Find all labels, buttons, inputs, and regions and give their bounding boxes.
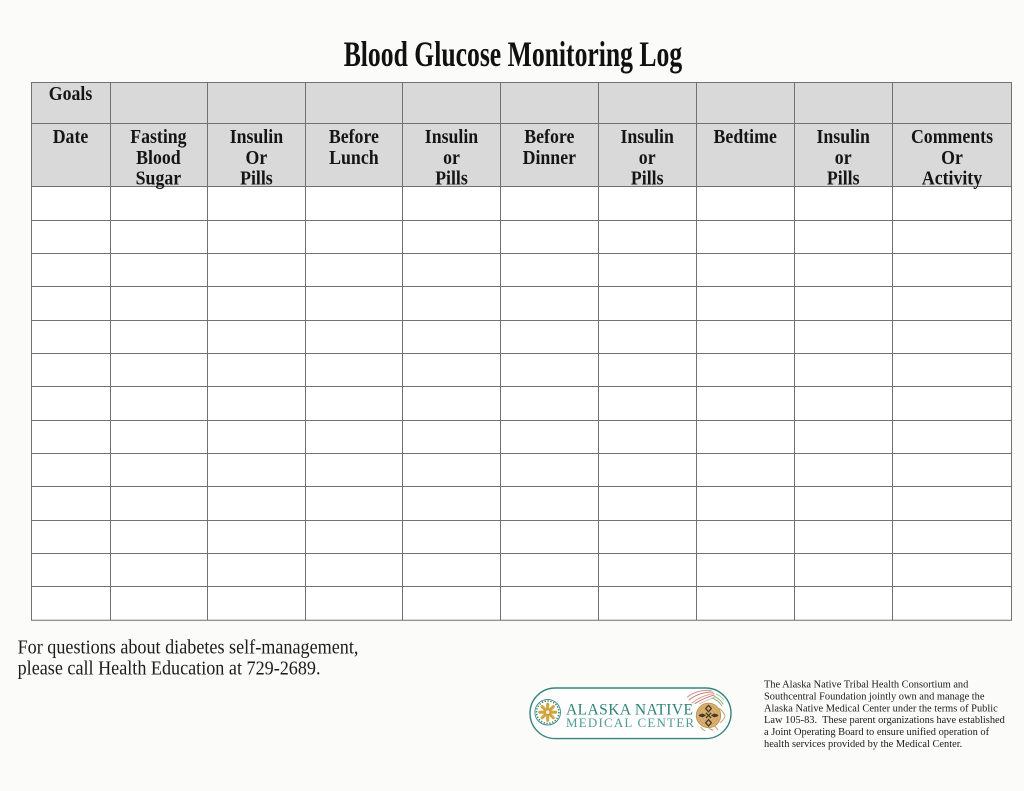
svg-text:Insulin: Insulin xyxy=(425,126,478,148)
svg-text:Lunch: Lunch xyxy=(329,147,379,169)
svg-text:Insulin: Insulin xyxy=(621,126,674,148)
svg-text:Date: Date xyxy=(53,126,89,148)
svg-text:Insulin: Insulin xyxy=(817,126,870,148)
svg-text:Blood: Blood xyxy=(136,147,181,169)
svg-text:Goals: Goals xyxy=(49,83,93,105)
svg-text:Before: Before xyxy=(524,126,574,148)
svg-text:Or: Or xyxy=(246,147,268,169)
svg-text:Or: Or xyxy=(941,147,963,169)
svg-text:Comments: Comments xyxy=(911,126,993,148)
svg-text:Blood Glucose Monitoring Log: Blood Glucose Monitoring Log xyxy=(344,34,683,74)
svg-text:For questions about diabetes s: For questions about diabetes self-manage… xyxy=(18,637,359,659)
svg-text:MEDICAL CENTER: MEDICAL CENTER xyxy=(566,715,694,730)
svg-text:Law 105-83. These parent orga: Law 105-83. These parent organizations h… xyxy=(764,715,1006,726)
svg-text:Alaska Native Medical Center u: Alaska Native Medical Center under the t… xyxy=(764,703,998,714)
svg-text:Pills: Pills xyxy=(240,168,273,190)
svg-text:The Alaska Native Tribal Healt: The Alaska Native Tribal Health Consorti… xyxy=(764,679,969,690)
svg-text:or: or xyxy=(443,147,460,169)
svg-text:Pills: Pills xyxy=(827,168,860,190)
svg-text:please call Health Education a: please call Health Education at 729-2689… xyxy=(18,658,321,680)
svg-text:Pills: Pills xyxy=(435,168,468,190)
svg-text:a Joint Operating Board to ens: a Joint Operating Board to ensure unifie… xyxy=(764,727,990,738)
svg-text:health services provided by th: health services provided by the Medical … xyxy=(764,739,962,750)
svg-text:Activity: Activity xyxy=(922,168,982,190)
svg-text:ALASKA NATIVE: ALASKA NATIVE xyxy=(566,702,693,719)
svg-text:or: or xyxy=(835,147,852,169)
svg-text:Southcentral Foundation jointl: Southcentral Foundation jointly own and … xyxy=(764,691,985,702)
svg-text:Sugar: Sugar xyxy=(136,168,182,190)
svg-text:or: or xyxy=(639,147,656,169)
svg-text:Insulin: Insulin xyxy=(230,126,283,148)
svg-text:Pills: Pills xyxy=(631,168,664,190)
svg-text:Before: Before xyxy=(329,126,379,148)
svg-text:Fasting: Fasting xyxy=(130,126,186,148)
svg-text:Dinner: Dinner xyxy=(523,147,577,169)
svg-text:Bedtime: Bedtime xyxy=(714,126,777,148)
